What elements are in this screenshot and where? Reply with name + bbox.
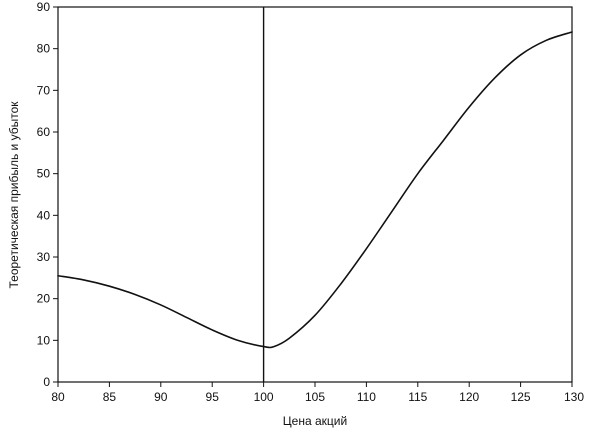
- x-tick-label: 90: [154, 390, 168, 404]
- y-tick-label: 10: [37, 333, 51, 347]
- y-tick-label: 0: [43, 375, 50, 389]
- x-axis: 80 85 90 95 100 105 110 115 120 125 130: [51, 382, 584, 404]
- y-tick-label: 80: [37, 42, 51, 56]
- y-tick-label: 70: [37, 83, 51, 97]
- series-line: [57, 31, 573, 349]
- y-tick-label: 50: [37, 167, 51, 181]
- x-tick-label: 80: [51, 390, 65, 404]
- x-tick-label: 130: [564, 390, 584, 404]
- x-tick-label: 125: [511, 390, 531, 404]
- x-tick-label: 105: [305, 390, 325, 404]
- y-axis: 0 10 20 30 40 50 60 70 80 90: [37, 0, 58, 389]
- x-tick-label: 85: [103, 390, 117, 404]
- y-tick-label: 40: [37, 208, 51, 222]
- x-tick-label: 110: [357, 390, 376, 404]
- y-tick-label: 90: [37, 0, 51, 14]
- y-tick-label: 30: [37, 250, 51, 264]
- y-tick-label: 60: [37, 125, 51, 139]
- x-tick-label: 120: [459, 390, 479, 404]
- y-tick-label: 20: [37, 292, 51, 306]
- x-tick-label: 115: [408, 390, 427, 404]
- x-tick-label: 95: [206, 390, 220, 404]
- x-axis-title: Цена акций: [283, 414, 347, 428]
- x-tick-label: 100: [254, 390, 274, 404]
- y-axis-title: Теоретическая прибыль и убыток: [7, 101, 21, 289]
- plot-frame: [57, 6, 573, 383]
